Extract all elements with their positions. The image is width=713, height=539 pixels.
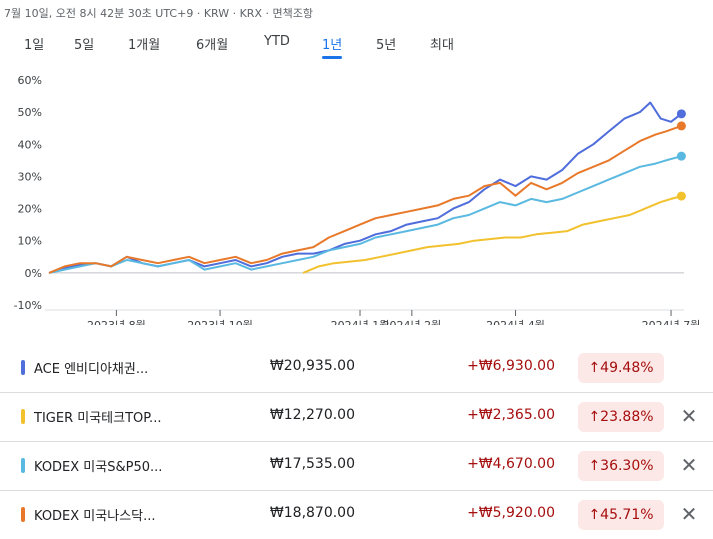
percent-change-badge: ↑49.48%: [578, 353, 664, 383]
x-tick-label: 2024년 4월: [486, 319, 545, 325]
y-tick-label: 50%: [18, 106, 42, 119]
tab-label: 1개월: [128, 38, 161, 53]
y-tick-label: 40%: [18, 138, 42, 151]
x-tick-label: 2024년 7월: [642, 319, 701, 325]
meta-line: 7월 10일, 오전 8시 42분 30초 UTC+9 · KRW · KRX …: [4, 7, 313, 20]
tab-5[interactable]: 1년: [322, 34, 343, 59]
price-chart: 60% 50% 40% 30% 20% 10% 0% -10% 2023년 8월 2023년 10…: [14, 74, 701, 325]
change-value: +₩2,365.00: [467, 407, 555, 423]
series-end-dot-0: [676, 109, 686, 119]
tab-6[interactable]: 5년: [376, 34, 396, 53]
tab-label: 5일: [74, 38, 95, 53]
percent-change-badge: ↑23.88%: [578, 402, 664, 432]
percent-change-badge: ↑36.30%: [578, 451, 664, 481]
y-tick-label: 10%: [18, 235, 42, 248]
series-color-swatch: [21, 409, 25, 424]
y-tick-label: -10%: [14, 299, 42, 312]
y-tick-label: 0%: [25, 267, 42, 280]
percent-change-badge: ↑45.71%: [578, 500, 664, 530]
series-line-0: [48, 101, 683, 274]
security-name: TIGER 미국테크TOP...: [34, 411, 162, 426]
price-value: ₩18,870.00: [269, 505, 355, 521]
list-item[interactable]: TIGER 미국테크TOP... ₩12,270.00 +₩2,365.00 ↑23.…: [0, 392, 713, 442]
change-value: +₩6,930.00: [467, 358, 555, 374]
y-tick-label: 30%: [18, 170, 42, 183]
tab-label: YTD: [264, 34, 290, 49]
series-line-1: [302, 195, 682, 274]
close-icon[interactable]: ✕: [680, 404, 698, 428]
tab-2[interactable]: 1개월: [128, 34, 160, 53]
security-name: ACE 엔비디아채권...: [34, 362, 149, 377]
tab-7[interactable]: 최대: [430, 34, 454, 53]
series-end-dot-1: [676, 191, 686, 201]
y-tick-label: 60%: [18, 74, 42, 87]
x-tick-label: 2024년 1월: [331, 319, 390, 325]
price-value: ₩17,535.00: [269, 456, 355, 472]
close-icon[interactable]: ✕: [680, 502, 698, 526]
series-line-3: [48, 124, 682, 274]
x-tick-label: 2023년 8월: [87, 319, 146, 325]
price-value: ₩20,935.00: [269, 358, 355, 374]
tab-1[interactable]: 5일: [74, 34, 94, 53]
y-tick-label: 20%: [18, 203, 42, 216]
list-item[interactable]: KODEX 미국S&P50... ₩17,535.00 +₩4,670.00 ↑36.…: [0, 441, 713, 491]
range-tabs: 1일 5일 1개월 6개월 YTD 1년 5년 최대: [0, 30, 713, 59]
close-icon[interactable]: ✕: [680, 453, 698, 477]
tab-label: 최대: [430, 38, 454, 53]
security-name: KODEX 미국나스닥...: [34, 509, 156, 524]
change-value: +₩4,670.00: [467, 456, 555, 472]
series-color-swatch: [21, 458, 25, 473]
series-color-swatch: [21, 360, 25, 375]
list-item[interactable]: ACE 엔비디아채권... ₩20,935.00 +₩6,930.00 ↑49.48%: [0, 343, 713, 393]
series-color-swatch: [21, 507, 25, 522]
tab-0[interactable]: 1일: [24, 34, 44, 53]
list-item[interactable]: KODEX 미국나스닥... ₩18,870.00 +₩5,920.00 ↑45.71…: [0, 490, 713, 539]
change-value: +₩5,920.00: [467, 505, 555, 521]
x-tick-label: 2023년 10월: [187, 319, 253, 325]
tab-label: 5년: [376, 38, 397, 53]
tab-4[interactable]: YTD: [264, 34, 290, 49]
tab-label: 6개월: [196, 38, 229, 53]
x-tick-label: 2024년 2월: [382, 319, 441, 325]
series-end-dot-2: [676, 151, 686, 161]
tab-3[interactable]: 6개월: [196, 34, 228, 53]
active-tab-underline: [322, 56, 343, 59]
series-line-2: [48, 155, 682, 274]
tab-label: 1일: [24, 38, 45, 53]
tab-label: 1년: [322, 38, 343, 53]
security-name: KODEX 미국S&P50...: [34, 460, 163, 475]
series-end-dot-3: [676, 121, 686, 131]
price-value: ₩12,270.00: [269, 407, 355, 423]
